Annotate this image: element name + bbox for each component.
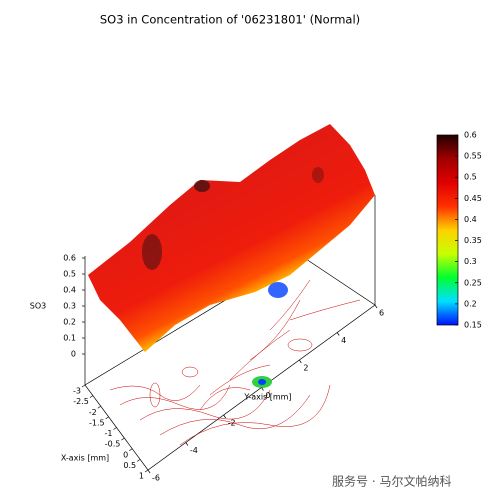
colorbar-tick-label: 0.55 [464, 152, 482, 161]
valley [268, 282, 288, 298]
z-tick-label: 0.3 [63, 302, 76, 311]
y-tick [147, 469, 151, 474]
y-tick [261, 387, 264, 391]
z-tick-label: 0.5 [63, 270, 76, 279]
peak [194, 180, 210, 192]
y-tick-label: -6 [152, 474, 160, 483]
x-tick-label: 0 [123, 450, 128, 459]
peak [142, 234, 162, 270]
colorbar-tick-label: 0.15 [464, 321, 482, 330]
surface [88, 124, 375, 352]
x-tick-label: -2.5 [73, 397, 89, 406]
x-tick [144, 469, 149, 473]
x-tick [97, 405, 101, 409]
z-axis-label: SO3 [30, 302, 46, 311]
x-tick [121, 437, 125, 441]
colorbar-tick-label: 0.5 [464, 173, 477, 182]
colorbar-tick-label: 0.3 [464, 257, 477, 266]
x-tick [89, 395, 94, 398]
z-tick-label: 0.2 [63, 318, 76, 327]
y-tick [299, 359, 302, 364]
y-tick-label: 0 [266, 391, 271, 400]
x-tick-label: -2 [89, 408, 97, 417]
y-axis-label: Y-axis [mm] [243, 393, 291, 402]
x-axis-label: X-axis [mm] [61, 454, 109, 463]
z-tick-label: 0.6 [63, 254, 76, 263]
x-tick-label: -0.5 [105, 440, 121, 449]
x-tick [136, 459, 141, 462]
colorbar-tick-label: 0.35 [464, 236, 482, 245]
y-tick [223, 414, 226, 419]
x-tick [113, 427, 117, 430]
chart-title: SO3 in Concentration of '06231801' (Norm… [100, 13, 360, 27]
x-tick-label: -1 [105, 429, 113, 438]
peak [312, 167, 324, 183]
colorbar-tick-label: 0.2 [464, 299, 477, 308]
y-tick-label: 6 [379, 309, 384, 318]
x-tick-label: 1 [139, 472, 144, 481]
y-tick-label: 4 [341, 336, 346, 345]
z-tick-label: 0 [71, 350, 76, 359]
colorbar [436, 134, 459, 326]
y-tick-label: -4 [190, 446, 198, 455]
colorbar-tick-label: 0.6 [464, 131, 477, 140]
x-tick [105, 416, 109, 420]
x-tick-label: -1.5 [89, 418, 105, 427]
y-tick-label: 2 [303, 364, 308, 373]
watermark: 服务号 · 马尔文帕纳科 [332, 474, 451, 489]
colorbar-tick-label: 0.25 [464, 278, 482, 287]
y-tick [185, 442, 189, 446]
colorbar-tick-label: 0.4 [464, 215, 477, 224]
x-tick [81, 384, 86, 388]
z-tick-label: 0.1 [63, 334, 76, 343]
y-tick [336, 332, 340, 336]
x-tick-label: 0.5 [123, 461, 136, 470]
colorbar-tick-label: 0.45 [464, 194, 482, 203]
x-tick-label: -3 [73, 387, 81, 396]
x-tick [129, 448, 133, 452]
y-tick-label: -2 [228, 419, 236, 428]
y-tick [374, 304, 378, 309]
z-tick-label: 0.4 [63, 286, 76, 295]
